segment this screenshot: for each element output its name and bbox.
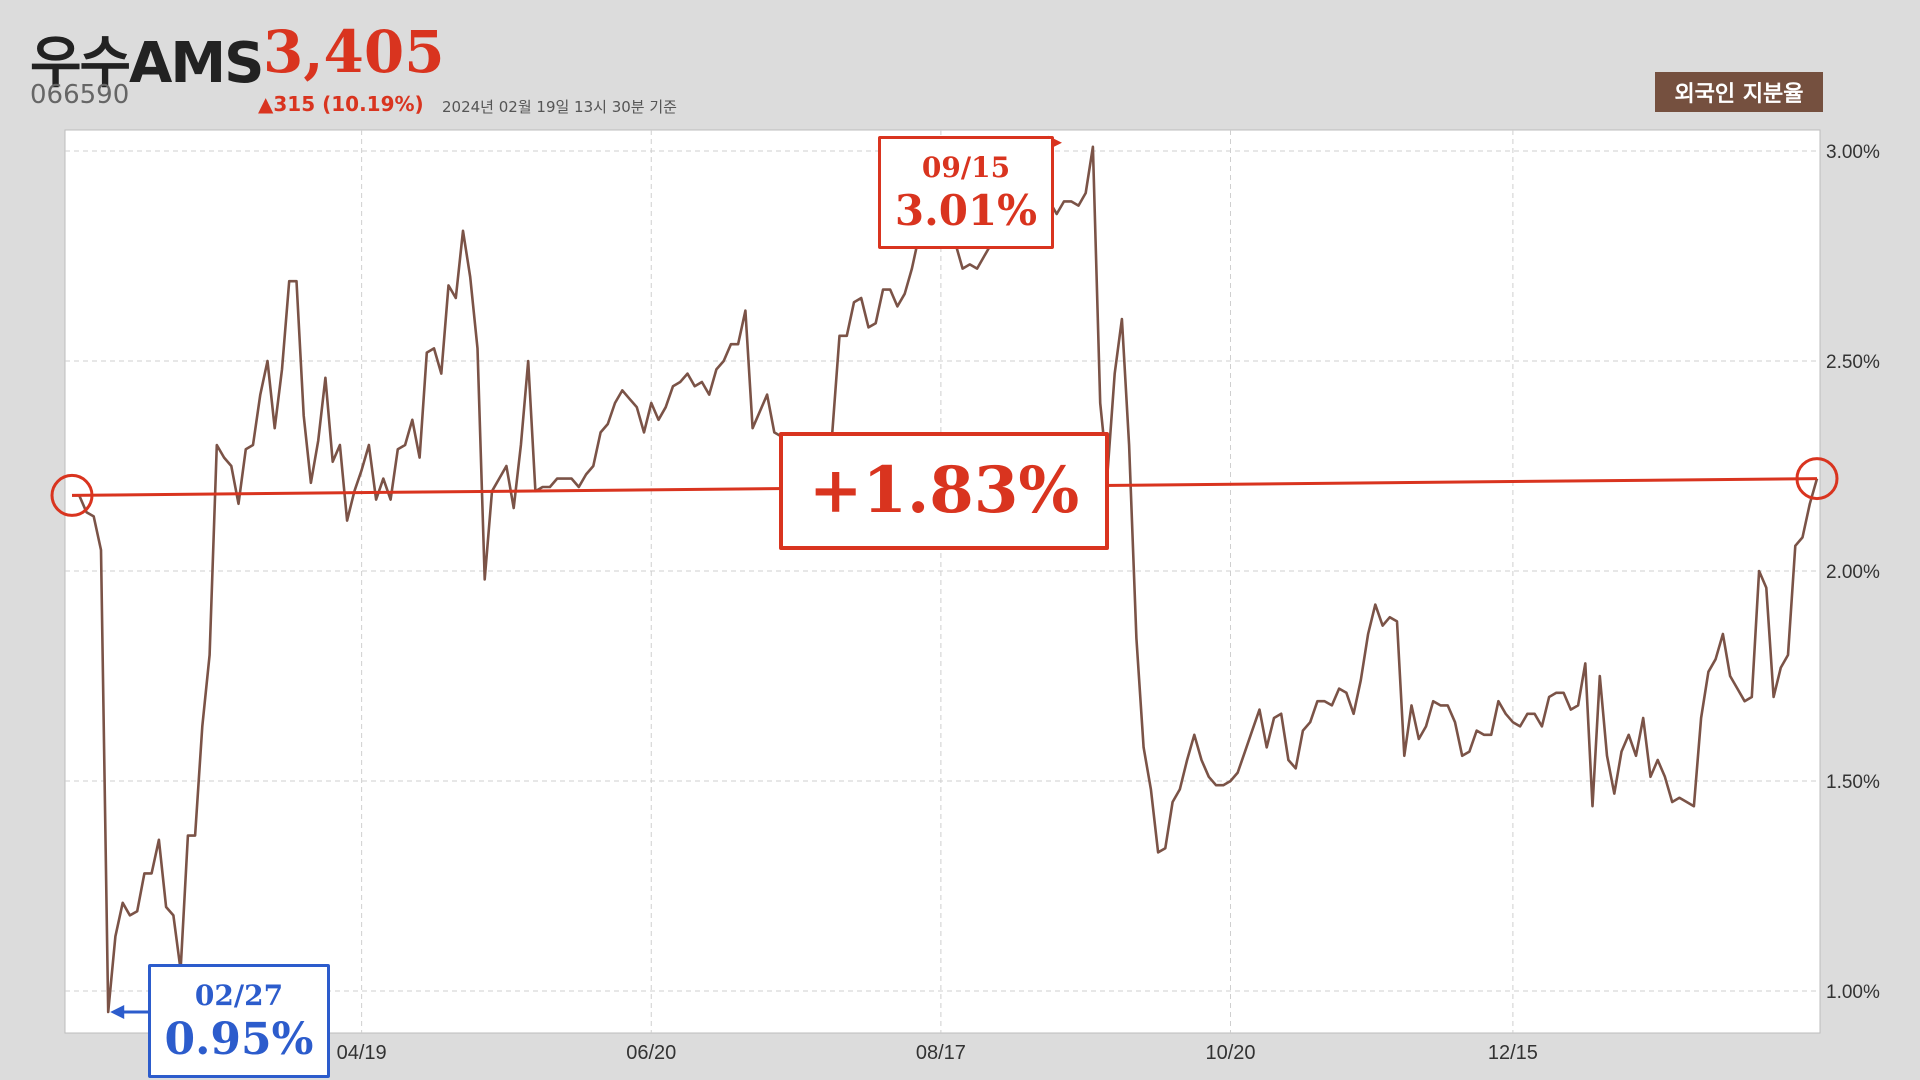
price-change: ▲315 (10.19%) <box>258 92 424 116</box>
y-tick-label: 2.50% <box>1826 352 1880 373</box>
change-callout: +1.83% <box>779 432 1109 550</box>
start-marker <box>50 473 94 517</box>
axis-layer: 1.00% 1.50% 2.00% 2.50% 3.00% 04/19 06/20 08/17… <box>337 142 1880 1064</box>
max-date: 09/15 <box>921 151 1011 184</box>
plot-area <box>64 129 1821 1034</box>
min-value: 0.95% <box>164 1014 314 1065</box>
x-tick-label: 06/20 <box>626 1042 676 1064</box>
x-tick-label: 08/17 <box>916 1042 966 1064</box>
y-tick-label: 2.00% <box>1826 562 1880 583</box>
end-marker <box>1795 457 1839 501</box>
timestamp: 2024년 02월 19일 13시 30분 기준 <box>442 98 677 116</box>
min-callout: 02/27 0.95% <box>148 964 330 1078</box>
x-tick-label: 04/19 <box>337 1042 387 1064</box>
x-tick-label: 12/15 <box>1488 1042 1538 1064</box>
y-tick-label: 1.50% <box>1826 772 1880 793</box>
y-tick-label: 3.00% <box>1826 142 1880 163</box>
stock-code: 066590 <box>30 80 130 110</box>
max-callout: 09/15 3.01% <box>878 136 1054 249</box>
grid-layer <box>65 130 1820 1033</box>
min-date: 02/27 <box>194 979 284 1012</box>
max-value: 3.01% <box>894 186 1038 235</box>
min-arrow-head <box>110 1005 125 1019</box>
stock-price: 3,405 <box>263 18 445 86</box>
chart-type-badge: 외국인 지분율 <box>1655 72 1823 112</box>
y-tick-label: 1.00% <box>1826 982 1880 1003</box>
stock-name: 우수AMS <box>30 31 264 96</box>
x-tick-label: 10/20 <box>1205 1042 1255 1064</box>
